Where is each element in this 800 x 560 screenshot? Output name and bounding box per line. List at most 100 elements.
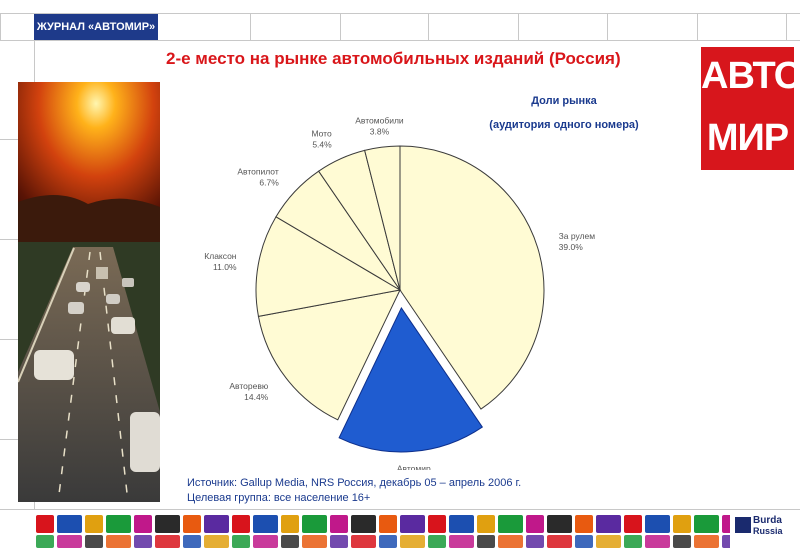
pie-chart: За рулем39.0%Автомир16.0%Авторевю14.4%Кл… <box>204 115 595 470</box>
magazine-logo <box>575 515 593 533</box>
grid-cell <box>340 14 341 40</box>
slice-value-label: 6.7% <box>259 178 279 188</box>
magazine-logo <box>428 515 446 533</box>
magazine-logo <box>155 535 180 548</box>
slice-value-label: 5.4% <box>312 140 332 150</box>
magazine-logo <box>673 535 691 548</box>
grid-line <box>0 139 34 140</box>
slice-label: Мото <box>311 129 332 139</box>
magazine-logo <box>134 535 152 548</box>
magazine-logo <box>281 535 299 548</box>
magazine-logo <box>106 535 131 548</box>
grid-cell <box>428 14 429 40</box>
magazine-logo <box>400 515 425 533</box>
pie-labels: За рулем39.0%Автомир16.0%Авторевю14.4%Кл… <box>204 115 595 470</box>
journal-label: ЖУРНАЛ «АВТОМИР» <box>34 14 158 40</box>
magazine-logo <box>379 515 397 533</box>
magazine-logo <box>351 515 376 533</box>
slice-label: Автопилот <box>237 167 278 177</box>
pie-slices <box>255 145 545 453</box>
magazine-logo <box>281 515 299 533</box>
pie-slice <box>338 306 483 453</box>
magazine-logo <box>57 515 82 533</box>
grid-cell <box>607 14 608 40</box>
magazine-logo <box>575 535 593 548</box>
magazine-logo <box>400 535 425 548</box>
slice-label: За рулем <box>559 231 596 241</box>
page-title: 2-е место на рынке автомобильных изданий… <box>166 49 621 68</box>
logo-background <box>701 47 794 170</box>
magazine-logo <box>232 515 250 533</box>
magazine-logo <box>722 535 740 548</box>
chart-subtitle: (аудитория одного номера) <box>489 119 639 131</box>
magazine-logo <box>85 515 103 533</box>
magazine-logo <box>596 535 621 548</box>
slice-value-label: 11.0% <box>213 262 237 272</box>
magazine-logo <box>526 515 544 533</box>
magazine-logo <box>330 535 348 548</box>
grid-line <box>0 439 34 440</box>
burda-logo-square <box>735 517 751 533</box>
magazine-logo <box>596 515 621 533</box>
magazine-strip <box>0 509 800 555</box>
slice-label: Автомир <box>397 463 431 470</box>
slice-label: Автомобили <box>355 115 404 125</box>
pie-slice <box>255 216 402 317</box>
magazine-logo <box>477 535 495 548</box>
magazine-logo <box>204 535 229 548</box>
magazine-logo <box>694 535 719 548</box>
magazine-logo <box>57 535 82 548</box>
avtomir-logo: АВТО МИР <box>698 44 800 176</box>
magazine-logo <box>85 535 103 548</box>
magazine-logos <box>36 515 740 548</box>
magazine-logo <box>694 515 719 533</box>
chart-title: Доли рынка <box>531 95 597 107</box>
magazine-logo <box>673 515 691 533</box>
highway-photo-graphic <box>18 82 160 502</box>
magazine-logo <box>498 515 523 533</box>
slice-label: Авторевю <box>229 381 268 391</box>
magazine-logo <box>449 535 474 548</box>
magazine-logo <box>155 515 180 533</box>
magazine-logo <box>183 515 201 533</box>
slice-value-label: 3.8% <box>370 126 390 136</box>
grid-cell <box>518 14 519 40</box>
grid-line <box>0 339 34 340</box>
grid-cell <box>697 14 698 40</box>
magazine-logo <box>645 535 670 548</box>
magazine-logo <box>498 535 523 548</box>
magazine-logo <box>183 535 201 548</box>
pie-slice <box>399 145 545 410</box>
burda-logo-line-2: Russia <box>753 526 783 536</box>
highway-photo <box>18 82 160 502</box>
magazine-logo <box>253 535 278 548</box>
magazine-logo <box>134 515 152 533</box>
grid-cell <box>0 14 1 40</box>
magazine-logo <box>547 535 572 548</box>
pie-slice <box>257 289 401 421</box>
magazine-logo <box>302 535 327 548</box>
logo-line-2: МИР <box>706 117 789 159</box>
target-group-line: Целевая группа: все население 16+ <box>187 492 371 504</box>
magazine-logo <box>428 535 446 548</box>
magazine-logo <box>330 515 348 533</box>
magazine-logo <box>624 535 642 548</box>
source-note: Источник: Gallup Media, NRS Россия, дека… <box>187 476 521 506</box>
magazine-logo <box>204 515 229 533</box>
magazine-logo <box>624 515 642 533</box>
slice-value-label: 14.4% <box>244 392 269 402</box>
magazine-logo <box>253 515 278 533</box>
slice-label: Клаксон <box>204 251 237 261</box>
magazine-logo <box>36 515 54 533</box>
grid-cell <box>250 14 251 40</box>
magazine-logo <box>477 515 495 533</box>
pie-slice <box>364 145 401 291</box>
magazine-logo <box>232 535 250 548</box>
logo-line-1: АВТО <box>701 55 800 97</box>
magazine-logo <box>351 535 376 548</box>
burda-russia-logo: Burda Russia <box>735 515 795 543</box>
magazine-logo <box>106 515 131 533</box>
magazine-logo <box>526 535 544 548</box>
magazine-logo <box>722 515 740 533</box>
magazine-logo <box>449 515 474 533</box>
